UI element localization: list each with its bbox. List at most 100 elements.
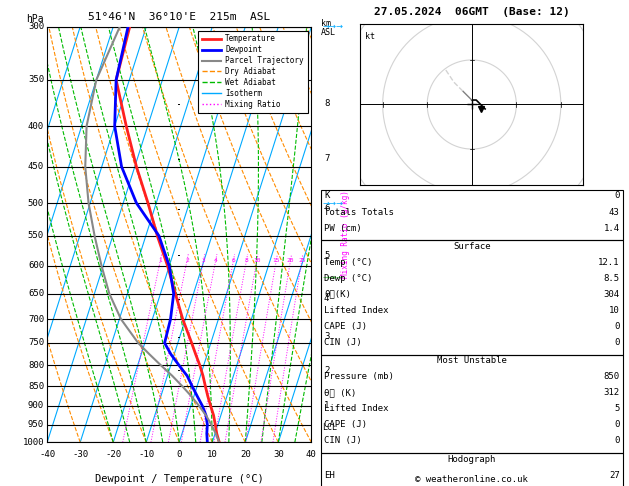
Text: 0: 0 [614,338,620,347]
Point [175,253,183,259]
Point [175,206,183,211]
Text: 450: 450 [28,162,44,171]
Text: 300: 300 [28,22,44,31]
Text: EH: EH [324,471,335,480]
Text: 0: 0 [177,450,182,459]
Text: 550: 550 [28,231,44,241]
Point [174,334,182,340]
Text: Dewpoint / Temperature (°C): Dewpoint / Temperature (°C) [95,473,264,484]
Text: θᴄ(K): θᴄ(K) [324,290,351,299]
Text: 10: 10 [207,450,218,459]
Text: →→→: →→→ [323,273,344,282]
Text: 43: 43 [609,208,620,217]
Text: 850: 850 [28,382,44,391]
Text: 10: 10 [609,306,620,315]
Text: -10: -10 [138,450,154,459]
Text: 20: 20 [240,450,251,459]
Point [175,101,183,106]
Point [174,367,182,373]
Text: km
ASL: km ASL [321,19,336,37]
Point [175,156,183,162]
Text: 27.05.2024  06GMT  (Base: 12): 27.05.2024 06GMT (Base: 12) [374,7,570,17]
Point [174,403,182,409]
Text: 8.5: 8.5 [603,274,620,283]
Text: 304: 304 [603,290,620,299]
Text: 900: 900 [28,401,44,410]
Text: 800: 800 [28,361,44,370]
Text: Mixing Ratio (g/kg): Mixing Ratio (g/kg) [342,191,350,278]
Text: 8: 8 [245,258,248,262]
Text: 7: 7 [324,155,330,163]
Text: 8: 8 [324,99,330,108]
Text: 20: 20 [287,258,294,262]
Text: 500: 500 [28,199,44,208]
Text: 6: 6 [324,204,330,213]
Point [175,403,183,409]
Text: 2: 2 [185,258,189,262]
Text: Temp (°C): Temp (°C) [324,258,372,267]
Text: 0: 0 [614,420,620,430]
Text: 12.1: 12.1 [598,258,620,267]
Text: -30: -30 [72,450,88,459]
Text: 1: 1 [324,401,330,410]
Text: CIN (J): CIN (J) [324,436,362,446]
Text: 10: 10 [253,258,260,262]
Text: 1000: 1000 [23,438,44,447]
Text: CAPE (J): CAPE (J) [324,322,367,331]
Text: Dewp (°C): Dewp (°C) [324,274,372,283]
Text: 30: 30 [273,450,284,459]
Text: © weatheronline.co.uk: © weatheronline.co.uk [415,474,528,484]
Text: 4: 4 [214,258,218,262]
Text: 1: 1 [159,258,162,262]
Point [175,334,183,340]
Point [174,296,182,302]
Text: kt: kt [365,32,375,41]
Text: Hodograph: Hodograph [448,455,496,464]
Text: 400: 400 [28,122,44,131]
Point [174,253,182,259]
Text: CAPE (J): CAPE (J) [324,420,367,430]
Text: θᴄ (K): θᴄ (K) [324,388,356,398]
Point [174,206,182,211]
Text: 5: 5 [324,251,330,260]
Text: 700: 700 [28,314,44,324]
Text: CIN (J): CIN (J) [324,338,362,347]
Text: 27: 27 [609,471,620,480]
Text: 5: 5 [614,404,620,414]
Text: Surface: Surface [453,242,491,251]
Text: 650: 650 [28,289,44,298]
Point [174,101,182,106]
Point [174,156,182,162]
Text: 15: 15 [272,258,280,262]
Text: 600: 600 [28,261,44,270]
Text: Lifted Index: Lifted Index [324,306,389,315]
Text: 0: 0 [614,322,620,331]
Text: 950: 950 [28,420,44,429]
Text: 51°46'N  36°10'E  215m  ASL: 51°46'N 36°10'E 215m ASL [88,12,270,22]
Text: 750: 750 [28,338,44,347]
Point [175,367,183,373]
Text: 0: 0 [614,191,620,201]
Text: K: K [324,191,330,201]
Text: 2: 2 [324,366,330,375]
Text: Totals Totals: Totals Totals [324,208,394,217]
Text: Lifted Index: Lifted Index [324,404,389,414]
Text: hPa: hPa [26,14,44,24]
Point [175,296,183,302]
Text: PW (cm): PW (cm) [324,224,362,233]
Text: 40: 40 [306,450,317,459]
Text: 6: 6 [231,258,235,262]
Text: 850: 850 [603,372,620,382]
Text: →→→: →→→ [323,199,344,208]
Text: →→→: →→→ [323,22,344,31]
Text: 4: 4 [324,295,330,303]
Text: Most Unstable: Most Unstable [437,356,507,365]
Text: 3: 3 [202,258,206,262]
Text: 0: 0 [614,436,620,446]
Text: -20: -20 [105,450,121,459]
Text: 312: 312 [603,388,620,398]
Legend: Temperature, Dewpoint, Parcel Trajectory, Dry Adiabat, Wet Adiabat, Isotherm, Mi: Temperature, Dewpoint, Parcel Trajectory… [198,31,308,113]
Text: 25: 25 [298,258,306,262]
Text: -40: -40 [39,450,55,459]
Text: LCL: LCL [322,423,337,432]
